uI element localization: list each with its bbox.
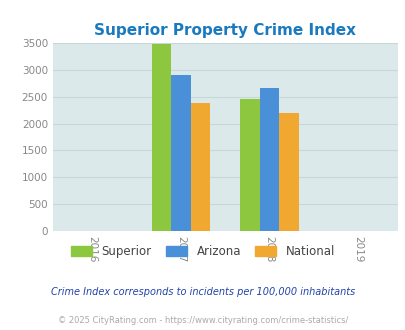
Bar [151, 44, 171, 231]
Text: © 2025 CityRating.com - https://www.cityrating.com/crime-statistics/: © 2025 CityRating.com - https://www.city… [58, 315, 347, 325]
Bar [279, 113, 298, 231]
Bar [240, 99, 259, 231]
Title: Superior Property Crime Index: Superior Property Crime Index [94, 22, 356, 38]
Legend: Superior, Arizona, National: Superior, Arizona, National [66, 240, 339, 263]
Bar [259, 87, 279, 231]
Text: Crime Index corresponds to incidents per 100,000 inhabitants: Crime Index corresponds to incidents per… [51, 287, 354, 297]
Bar [190, 103, 210, 231]
Bar [171, 75, 190, 231]
